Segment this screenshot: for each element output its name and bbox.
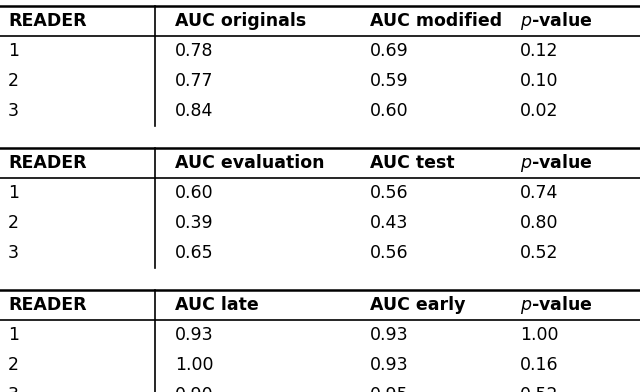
Text: 1: 1 — [8, 184, 19, 202]
Text: 0.39: 0.39 — [175, 214, 214, 232]
Text: 0.69: 0.69 — [370, 42, 409, 60]
Text: 3: 3 — [8, 386, 19, 392]
Text: 0.74: 0.74 — [520, 184, 558, 202]
Text: 0.78: 0.78 — [175, 42, 214, 60]
Text: AUC early: AUC early — [370, 296, 465, 314]
Text: 0.80: 0.80 — [520, 214, 559, 232]
Text: 0.93: 0.93 — [370, 326, 408, 344]
Text: 0.84: 0.84 — [175, 102, 213, 120]
Text: 3: 3 — [8, 102, 19, 120]
Text: $\mathit{p}$-value: $\mathit{p}$-value — [520, 10, 593, 32]
Text: AUC evaluation: AUC evaluation — [175, 154, 324, 172]
Text: 0.93: 0.93 — [175, 326, 214, 344]
Text: 0.60: 0.60 — [175, 184, 214, 202]
Text: 0.93: 0.93 — [370, 356, 408, 374]
Text: READER: READER — [8, 12, 86, 30]
Text: 0.16: 0.16 — [520, 356, 559, 374]
Text: 1.00: 1.00 — [175, 356, 214, 374]
Text: 0.59: 0.59 — [370, 72, 408, 90]
Text: 0.90: 0.90 — [175, 386, 214, 392]
Text: 2: 2 — [8, 72, 19, 90]
Text: 0.95: 0.95 — [370, 386, 408, 392]
Text: 0.52: 0.52 — [520, 386, 559, 392]
Text: AUC modified: AUC modified — [370, 12, 502, 30]
Text: 1.00: 1.00 — [520, 326, 559, 344]
Text: 0.65: 0.65 — [175, 244, 214, 262]
Text: 0.60: 0.60 — [370, 102, 408, 120]
Text: AUC test: AUC test — [370, 154, 454, 172]
Text: AUC late: AUC late — [175, 296, 259, 314]
Text: 0.10: 0.10 — [520, 72, 559, 90]
Text: 1: 1 — [8, 42, 19, 60]
Text: $\mathit{p}$-value: $\mathit{p}$-value — [520, 294, 593, 316]
Text: AUC originals: AUC originals — [175, 12, 307, 30]
Text: 0.52: 0.52 — [520, 244, 559, 262]
Text: 2: 2 — [8, 356, 19, 374]
Text: 0.43: 0.43 — [370, 214, 408, 232]
Text: 0.56: 0.56 — [370, 184, 408, 202]
Text: 1: 1 — [8, 326, 19, 344]
Text: READER: READER — [8, 296, 86, 314]
Text: 0.56: 0.56 — [370, 244, 408, 262]
Text: 0.77: 0.77 — [175, 72, 214, 90]
Text: READER: READER — [8, 154, 86, 172]
Text: 2: 2 — [8, 214, 19, 232]
Text: $\mathit{p}$-value: $\mathit{p}$-value — [520, 152, 593, 174]
Text: 3: 3 — [8, 244, 19, 262]
Text: 0.02: 0.02 — [520, 102, 559, 120]
Text: 0.12: 0.12 — [520, 42, 559, 60]
